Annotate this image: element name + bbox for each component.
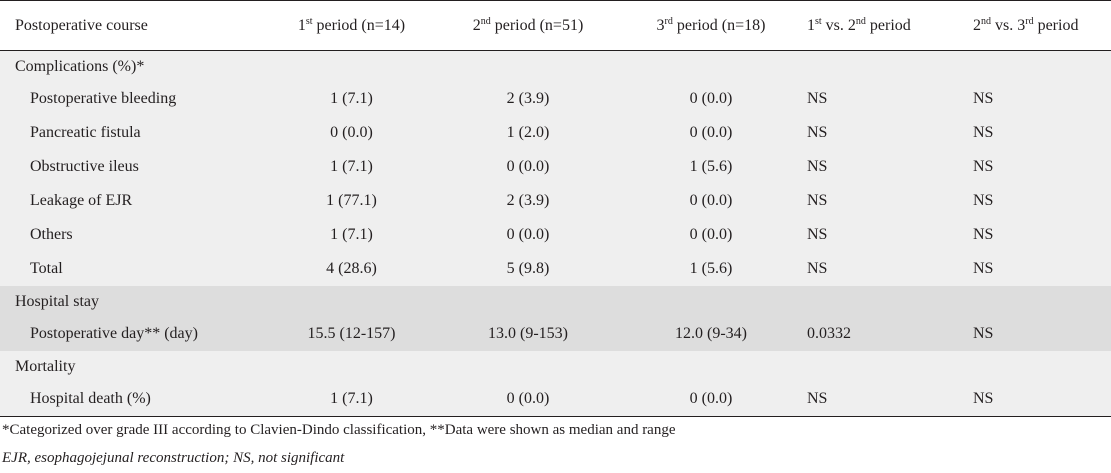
- header-period-3: 3rd period (n=18): [617, 15, 805, 35]
- cell-period-2: 0 (0.0): [506, 158, 550, 175]
- cell-period-1: 15.5 (12-157): [307, 325, 396, 342]
- cell-compare-2-3: NS: [973, 124, 994, 141]
- cell-period-2: 2 (3.9): [506, 90, 550, 107]
- cell-compare-1-2: 0.0332: [807, 325, 851, 342]
- header-compare-1-2-text: period: [865, 16, 911, 34]
- table-bottom-rule: [0, 416, 1111, 417]
- cell-period-2: 13.0 (9-153): [488, 325, 568, 342]
- header-postoperative-course: Postoperative course: [15, 16, 148, 34]
- cell-period-3: 0 (0.0): [689, 390, 733, 407]
- cell-period-1: 4 (28.6): [326, 260, 377, 277]
- table-row: Others 1 (7.1) 0 (0.0) 0 (0.0) NS NS: [0, 218, 1111, 252]
- cell-period-2: 0 (0.0): [506, 226, 550, 243]
- row-label: Leakage of EJR: [30, 192, 133, 209]
- cell-compare-2-3: NS: [973, 90, 994, 107]
- section-label: Mortality: [15, 357, 76, 375]
- cell-compare-2-3: NS: [973, 158, 994, 175]
- cell-compare-1-2: NS: [807, 124, 828, 141]
- cell-compare-2-3: NS: [973, 325, 994, 342]
- header-period-1-suffix: st: [305, 15, 313, 27]
- cell-period-1: 1 (77.1): [326, 192, 377, 209]
- cell-compare-1-2: NS: [807, 390, 828, 407]
- header-compare-2-3-a: 2: [973, 16, 981, 34]
- table-row: Obstructive ileus 1 (7.1) 0 (0.0) 1 (5.6…: [0, 150, 1111, 184]
- cell-period-3: 0 (0.0): [689, 192, 733, 209]
- cell-compare-1-2: NS: [807, 158, 828, 175]
- section-hospital-stay: Hospital stay: [0, 286, 1111, 317]
- header-compare-2-3-b-suffix: rd: [1025, 15, 1034, 27]
- cell-compare-2-3: NS: [973, 192, 994, 209]
- cell-period-2: 5 (9.8): [506, 260, 550, 277]
- cell-period-3: 1 (5.6): [689, 158, 733, 175]
- header-compare-2-3: 2nd vs. 3rd period: [971, 15, 1111, 35]
- cell-period-2: 0 (0.0): [506, 390, 550, 407]
- cell-period-1: 1 (7.1): [330, 158, 373, 175]
- header-period-3-text: period (n=18): [672, 16, 766, 34]
- cell-compare-1-2: NS: [807, 90, 828, 107]
- cell-compare-1-2: NS: [807, 226, 828, 243]
- cell-compare-2-3: NS: [973, 260, 994, 277]
- cell-period-2: 2 (3.9): [506, 192, 550, 209]
- cell-period-3: 0 (0.0): [689, 226, 733, 243]
- cell-period-3: 0 (0.0): [689, 90, 733, 107]
- cell-compare-2-3: NS: [973, 390, 994, 407]
- row-label: Others: [30, 226, 73, 243]
- header-compare-1-2-a-suffix: st: [815, 15, 822, 27]
- header-row: Postoperative course 1st period (n=14) 2…: [0, 0, 1111, 51]
- cell-period-2: 1 (2.0): [506, 124, 550, 141]
- cell-compare-2-3: NS: [973, 226, 994, 243]
- row-label: Postoperative day** (day): [30, 325, 198, 342]
- table-row: Total 4 (28.6) 5 (9.8) 1 (5.6) NS NS: [0, 252, 1111, 286]
- cell-period-1: 0 (0.0): [330, 124, 373, 141]
- section-label: Complications (%)*: [15, 57, 145, 75]
- header-period-2-suffix: nd: [480, 15, 491, 27]
- header-compare-1-2: 1st vs. 2nd period: [805, 15, 971, 35]
- section-label: Hospital stay: [15, 292, 99, 310]
- section-complications: Complications (%)*: [0, 51, 1111, 82]
- cell-period-3: 12.0 (9-34): [675, 325, 747, 342]
- header-period-2: 2nd period (n=51): [439, 15, 617, 35]
- header-period-1-text: period (n=14): [312, 16, 406, 34]
- cell-period-1: 1 (7.1): [330, 226, 373, 243]
- header-compare-1-2-a: 1: [807, 16, 815, 34]
- table-row: Postoperative bleeding 1 (7.1) 2 (3.9) 0…: [0, 82, 1111, 116]
- header-compare-1-2-b-suffix: nd: [855, 15, 866, 27]
- header-compare-2-3-text: period: [1033, 16, 1079, 34]
- footnote-classification: *Categorized over grade III according to…: [2, 421, 676, 438]
- table-row: Postoperative day** (day) 15.5 (12-157) …: [0, 317, 1111, 351]
- footnote-abbreviations: EJR, esophagojejunal reconstruction; NS,…: [2, 449, 345, 466]
- cell-compare-1-2: NS: [807, 260, 828, 277]
- cell-period-3: 1 (5.6): [689, 260, 733, 277]
- row-label: Postoperative bleeding: [30, 90, 177, 107]
- header-period-2-text: period (n=51): [490, 16, 584, 34]
- row-label: Hospital death (%): [30, 390, 151, 407]
- cell-period-1: 1 (7.1): [330, 90, 373, 107]
- row-label: Total: [30, 260, 63, 277]
- cell-period-1: 1 (7.1): [330, 390, 373, 407]
- header-period-3-suffix: rd: [664, 15, 673, 27]
- table-row: Leakage of EJR 1 (77.1) 2 (3.9) 0 (0.0) …: [0, 184, 1111, 218]
- header-period-1-ordinal: 1: [297, 16, 306, 34]
- header-period-1: 1st period (n=14): [264, 15, 439, 35]
- cell-compare-1-2: NS: [807, 192, 828, 209]
- row-label: Pancreatic fistula: [30, 124, 141, 141]
- section-mortality: Mortality: [0, 351, 1111, 382]
- header-period-2-ordinal: 2: [472, 16, 481, 34]
- header-compare-2-3-mid: vs. 3: [991, 16, 1026, 34]
- header-period-3-ordinal: 3: [656, 16, 665, 34]
- table-row: Pancreatic fistula 0 (0.0) 1 (2.0) 0 (0.…: [0, 116, 1111, 150]
- table-row: Hospital death (%) 1 (7.1) 0 (0.0) 0 (0.…: [0, 382, 1111, 416]
- row-label: Obstructive ileus: [30, 158, 139, 175]
- cell-period-3: 0 (0.0): [689, 124, 733, 141]
- header-compare-1-2-mid: vs. 2: [821, 16, 856, 34]
- header-compare-2-3-a-suffix: nd: [981, 15, 991, 27]
